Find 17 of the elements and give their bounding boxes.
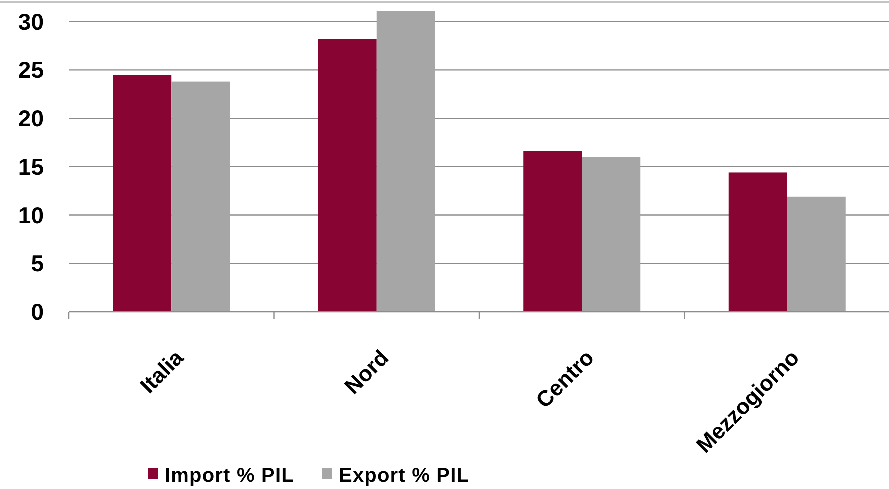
bar: [376, 11, 436, 312]
y-tick-label: 10: [18, 202, 44, 228]
y-tick-label: 20: [18, 106, 44, 132]
bar: [582, 157, 641, 312]
y-tick-label: 5: [31, 250, 44, 277]
bar: [524, 151, 582, 312]
y-tick-label: 25: [18, 57, 44, 84]
y-tick-label: 0: [31, 299, 44, 325]
bar: [728, 172, 788, 312]
bar: [172, 82, 230, 312]
y-tick-label: 30: [18, 8, 44, 35]
legend-label: Export % PIL: [339, 465, 470, 487]
y-tick-label: 15: [18, 154, 44, 180]
bar: [318, 39, 377, 312]
bar: [113, 75, 172, 312]
bar: [787, 196, 846, 312]
legend-label: Import % PIL: [165, 465, 294, 487]
